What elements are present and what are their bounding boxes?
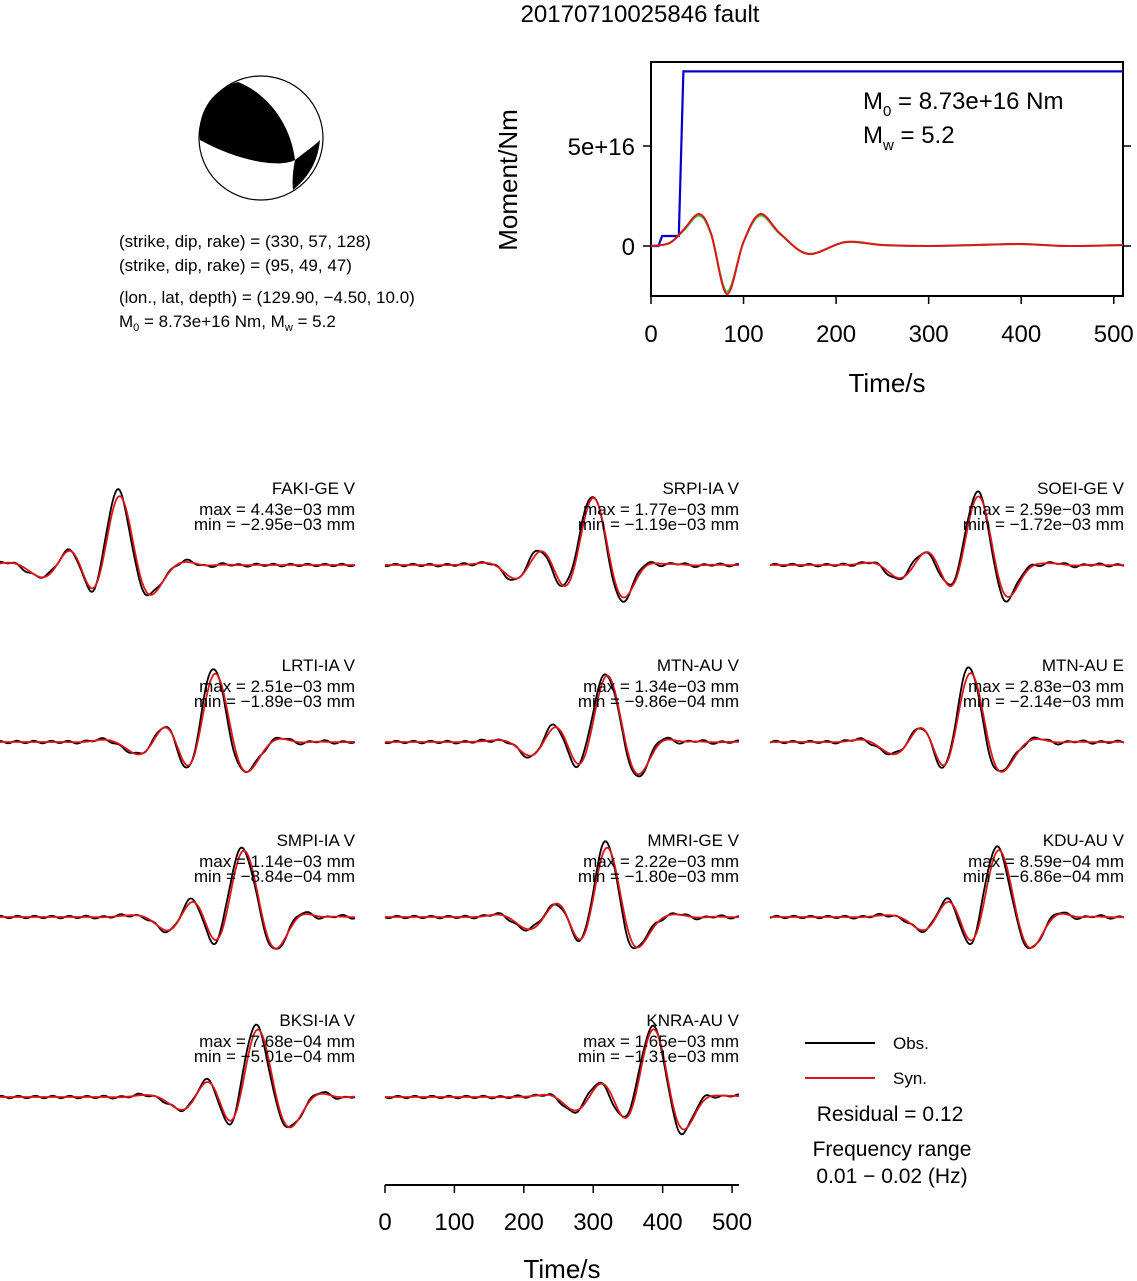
trace-min-label: min = −1.80e−03 mm <box>578 867 739 886</box>
trace-station-label: MTN-AU E <box>1042 656 1124 675</box>
trace-min-label: min = −6.86e−04 mm <box>963 867 1124 886</box>
legend: Obs. Syn. Residual = 0.12 Frequency rang… <box>805 1034 971 1188</box>
moment-xtick-label: 300 <box>909 321 949 348</box>
trace-max-label: max = 2.59e−03 mm <box>968 500 1124 519</box>
trace-station-label: MMRI-GE V <box>647 831 739 850</box>
trace-station-label: SRPI-IA V <box>662 479 739 498</box>
trace-station-label: SMPI-IA V <box>277 831 356 850</box>
trace-max-label: max = 4.43e−03 mm <box>199 500 355 519</box>
nodal-plane-2: (strike, dip, rake) = (95, 49, 47) <box>119 256 352 275</box>
beachball <box>198 75 324 201</box>
moment-ylabel: Moment/Nm <box>493 109 523 251</box>
trace-observed <box>769 845 1125 950</box>
moment-plot-frame <box>650 61 1124 297</box>
trace-station-label: FAKI-GE V <box>272 479 356 498</box>
figure-title: 20170710025846 fault <box>521 1 760 28</box>
trace-station-label: KNRA-AU V <box>646 1011 739 1030</box>
trace-station-label: SOEI-GE V <box>1037 479 1125 498</box>
trace-synthetic <box>770 672 1124 773</box>
trace-synthetic <box>385 496 739 599</box>
trace-min-label: min = −5.01e−04 mm <box>194 1047 355 1066</box>
moment-axis-ticks: 0 100 200 300 400 500 0 5e+16 <box>568 134 1134 348</box>
bottom-xtick-label: 500 <box>712 1209 752 1236</box>
moment-xtick-label: 100 <box>724 321 764 348</box>
nodal-plane-1: (strike, dip, rake) = (330, 57, 128) <box>119 232 371 251</box>
moment-m0-label: M0 = 8.73e+16 Nm <box>863 88 1063 120</box>
bottom-time-axis: Time/s 0 100 200 300 400 500 <box>378 1184 752 1281</box>
bottom-xtick-label: 100 <box>434 1209 474 1236</box>
event-info: (strike, dip, rake) = (330, 57, 128) (st… <box>119 232 415 334</box>
bottom-xtick-label: 0 <box>378 1209 391 1236</box>
bottom-xtick-label: 200 <box>504 1209 544 1236</box>
moment-mw-label: Mw = 5.2 <box>863 122 955 154</box>
bottom-xlabel: Time/s <box>523 1254 600 1281</box>
trace-min-label: min = −9.86e−04 mm <box>578 692 739 711</box>
moment-ytick-label: 5e+16 <box>568 134 635 161</box>
trace-max-label: max = 1.14e−03 mm <box>199 852 355 871</box>
trace-max-label: max = 2.51e−03 mm <box>199 677 355 696</box>
moment-rate-line-red <box>650 213 1124 296</box>
trace-min-label: min = −1.72e−03 mm <box>963 515 1124 534</box>
moment-magnitude-info: M0 = 8.73e+16 Nm, Mw = 5.2 <box>119 312 336 334</box>
trace-station-label: LRTI-IA V <box>282 656 356 675</box>
trace-max-label: max = 1.65e−03 mm <box>583 1032 739 1051</box>
trace-min-label: min = −1.89e−03 mm <box>194 692 355 711</box>
trace-min-label: min = −8.84e−04 mm <box>194 867 355 886</box>
trace-max-label: max = 1.34e−03 mm <box>583 677 739 696</box>
trace-min-label: min = −2.14e−03 mm <box>963 692 1124 711</box>
trace-max-label: max = 8.59e−04 mm <box>968 852 1124 871</box>
legend-syn-label: Syn. <box>893 1069 927 1088</box>
trace-max-label: max = 2.22e−03 mm <box>583 852 739 871</box>
moment-xtick-label: 0 <box>644 321 657 348</box>
trace-min-label: min = −1.19e−03 mm <box>578 515 739 534</box>
frequency-range-title: Frequency range <box>813 1138 972 1161</box>
trace-synthetic <box>385 846 740 949</box>
moment-xlabel: Time/s <box>848 368 925 398</box>
location-depth: (lon., lat, depth) = (129.90, −4.50, 10.… <box>119 288 415 307</box>
trace-max-label: max = 2.83e−03 mm <box>968 677 1124 696</box>
bottom-xtick-label: 400 <box>643 1209 683 1236</box>
beachball-compression-quadrant <box>199 82 295 164</box>
trace-synthetic <box>0 495 355 596</box>
trace-min-label: min = −1.31e−03 mm <box>578 1047 739 1066</box>
trace-synthetic <box>0 1028 355 1129</box>
moment-xtick-label: 200 <box>816 321 856 348</box>
trace-station-label: BKSI-IA V <box>279 1011 355 1030</box>
moment-xtick-label: 400 <box>1001 321 1041 348</box>
trace-synthetic <box>770 849 1125 949</box>
trace-synthetic <box>770 495 1124 598</box>
trace-station-label: MTN-AU V <box>657 656 740 675</box>
trace-min-label: min = −2.95e−03 mm <box>194 515 355 534</box>
trace-max-label: max = 7.68e−04 mm <box>199 1032 355 1051</box>
trace-synthetic <box>0 672 355 773</box>
frequency-range-value: 0.01 − 0.02 (Hz) <box>816 1165 967 1188</box>
moment-xtick-label: 500 <box>1094 321 1134 348</box>
trace-max-label: max = 1.77e−03 mm <box>583 500 739 519</box>
trace-synthetic <box>385 674 740 776</box>
residual-label: Residual = 0.12 <box>817 1103 964 1126</box>
bottom-xtick-label: 300 <box>573 1209 613 1236</box>
moment-ytick-label: 0 <box>622 234 635 261</box>
trace-synthetic <box>0 849 356 950</box>
legend-obs-label: Obs. <box>893 1034 929 1053</box>
trace-station-label: KDU-AU V <box>1043 831 1125 850</box>
trace-synthetic <box>385 1028 740 1131</box>
beachball-compression-quadrant-2 <box>292 140 320 190</box>
